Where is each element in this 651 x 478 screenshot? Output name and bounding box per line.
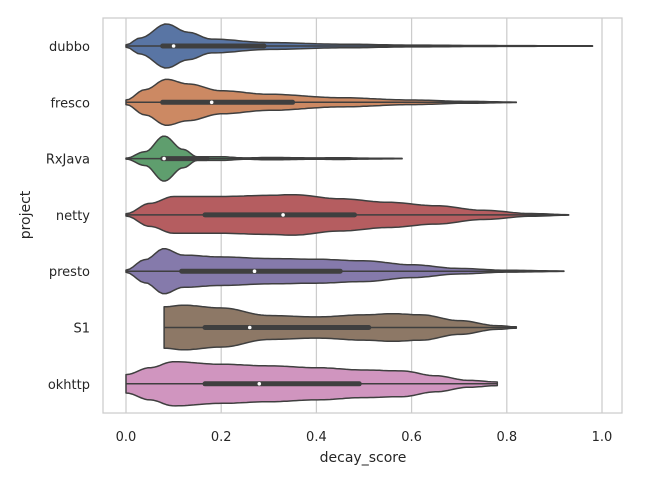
violin-netty (125, 193, 570, 236)
median-point (252, 269, 257, 274)
x-tick-label: 0.6 (401, 430, 422, 445)
y-tick-label: dubbo (49, 40, 90, 55)
median-point (171, 44, 176, 48)
x-tick-label: 0.2 (211, 430, 232, 445)
y-tick-label: okhttp (48, 378, 90, 393)
median-point (281, 213, 285, 217)
x-tick-label: 0.4 (306, 430, 327, 445)
x-tick-label: 0.0 (116, 430, 137, 445)
x-tick-label: 1.0 (592, 430, 613, 445)
median-point (247, 325, 252, 330)
violin-okhttp (125, 360, 499, 407)
median-point (209, 100, 214, 105)
y-tick-label: fresco (50, 96, 90, 111)
violin-presto (125, 248, 565, 295)
y-tick-label: presto (49, 265, 90, 280)
violin-fresco (125, 78, 518, 126)
x-tick-label: 0.8 (496, 430, 517, 445)
violin-dubbo (125, 23, 594, 69)
y-tick-label: RxJava (46, 153, 90, 168)
y-tick-label: netty (56, 209, 90, 224)
violin-S1 (163, 304, 518, 351)
y-tick-labels: dubbo fresco RxJava netty presto S1 okhttp (46, 40, 90, 393)
y-axis-label: project (18, 190, 34, 239)
plot-frame (102, 17, 623, 414)
median-point (162, 156, 166, 161)
x-tick-labels: 0.0 0.2 0.4 0.6 0.8 1.0 (116, 430, 613, 445)
y-tick-label: S1 (73, 322, 90, 337)
violin-RxJava (125, 135, 403, 182)
median-point (257, 382, 262, 386)
violins (125, 23, 594, 407)
x-axis-label: decay_score (320, 450, 407, 466)
